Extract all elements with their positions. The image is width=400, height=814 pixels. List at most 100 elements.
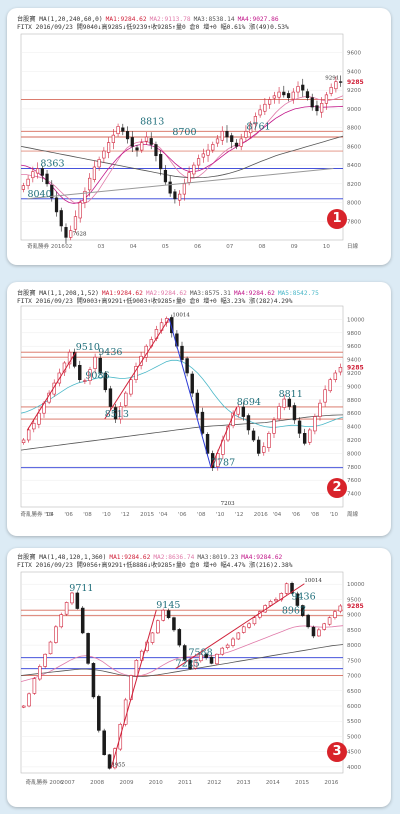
candle-body xyxy=(200,411,205,434)
candle-body xyxy=(272,419,276,434)
candle-body xyxy=(168,181,172,194)
price-annotation: 9086 xyxy=(85,371,109,382)
candle-body xyxy=(48,641,53,655)
x-tick-label: '04 xyxy=(159,512,168,518)
plot-frame xyxy=(20,571,344,774)
candle-body xyxy=(199,653,203,662)
candle-body xyxy=(241,406,246,417)
x-tick-label: '12 xyxy=(235,512,244,518)
candle-body xyxy=(286,93,291,98)
candle-body xyxy=(215,653,219,665)
y-tick-label: 8200 xyxy=(347,182,361,188)
candle-body xyxy=(234,142,239,147)
x-tick-label: '04 xyxy=(273,512,282,518)
chart-number-badge: 1 xyxy=(327,209,347,229)
candle-body xyxy=(182,183,186,195)
price-annotation: 7628 xyxy=(73,231,87,237)
candle-body xyxy=(21,185,25,190)
candle-body xyxy=(338,367,343,373)
price-annotation: 8694 xyxy=(237,397,261,408)
candle-body xyxy=(236,406,240,415)
x-tick-label: 04 xyxy=(130,244,137,250)
x-tick-label: 06 xyxy=(194,244,201,250)
x-tick-label: 03 xyxy=(98,244,105,250)
moving-average-line-ma2 xyxy=(21,95,344,204)
price-annotation: 3955 xyxy=(111,762,125,768)
candle-body xyxy=(121,127,125,132)
candle-body xyxy=(323,389,327,403)
price-annotation: 8811 xyxy=(279,389,303,400)
trend-line xyxy=(210,406,238,468)
candle-body xyxy=(296,86,300,93)
header-value: MA1:9284.62 xyxy=(101,290,143,297)
candle-body xyxy=(64,602,69,615)
candle-body xyxy=(72,351,77,367)
chart-number-badge: 2 xyxy=(327,478,347,498)
y-tick-label: 8500 xyxy=(347,628,361,634)
candle-body xyxy=(172,617,176,631)
candle-body xyxy=(310,97,314,108)
candle-body xyxy=(193,660,198,669)
candle-body xyxy=(308,429,312,443)
y-tick-label: 8800 xyxy=(347,398,361,404)
candle-body xyxy=(315,105,319,112)
header-value: 台股寶 MA(1,1,208,1,52) xyxy=(17,290,99,297)
candle-body xyxy=(111,134,115,143)
candle-body xyxy=(97,696,101,731)
candle-body xyxy=(73,216,78,230)
x-tick-label: 05 xyxy=(162,244,169,250)
candle-body xyxy=(284,583,289,594)
y-tick-label: 9200 xyxy=(347,371,361,377)
trend-line xyxy=(27,168,334,200)
candle-body xyxy=(251,430,256,441)
candle-body xyxy=(75,592,80,609)
candle-body xyxy=(178,193,182,201)
candle-body xyxy=(163,169,168,183)
candle-body xyxy=(287,398,292,407)
candle-body xyxy=(80,607,85,634)
candle-body xyxy=(244,131,248,138)
candle-body xyxy=(187,172,191,183)
price-annotation: 8040 xyxy=(27,189,51,200)
candle-body xyxy=(69,230,73,238)
header-value: 台股寶 MA(1,48,120,1,360) xyxy=(17,554,107,561)
moving-average-line-ma4 xyxy=(20,105,344,204)
y-tick-label: 8000 xyxy=(347,451,361,457)
price-annotation: 8761 xyxy=(246,121,270,132)
y-tick-label: 7800 xyxy=(347,219,361,225)
header-value: MA3:8575.31 xyxy=(189,290,231,297)
candle-body xyxy=(333,611,337,618)
chart-canvas: 7800 8000 8200 8400 8600 8800 9000 9200 9400 9600… xyxy=(20,33,364,250)
candle-body xyxy=(320,102,324,113)
candle-body xyxy=(188,660,192,669)
candle-body xyxy=(125,131,130,140)
x-tick-label: 奇亂勝券 '13 xyxy=(20,510,53,518)
trend-line xyxy=(110,610,157,769)
x-tick-label: 2010 xyxy=(149,780,163,786)
price-annotation: 7588 xyxy=(188,648,212,659)
x-tick-label: '08 xyxy=(197,512,206,518)
y-tick-label: 9600 xyxy=(347,344,361,350)
y-tick-label: 5500 xyxy=(347,719,361,725)
candle-body xyxy=(262,446,266,453)
candle-body xyxy=(59,614,64,628)
price-annotation: 9436 xyxy=(291,591,315,602)
candle-body xyxy=(35,168,40,174)
candle-body xyxy=(129,379,133,395)
y-tick-label: 6000 xyxy=(347,704,361,710)
candle-body xyxy=(124,392,128,406)
candle-body xyxy=(43,653,47,667)
candle-body xyxy=(21,439,26,443)
x-tick-label: 2009 xyxy=(119,780,133,786)
candle-body xyxy=(225,644,230,648)
candle-body xyxy=(170,317,174,334)
moving-average-line-ma3 xyxy=(20,644,344,677)
candle-body xyxy=(78,364,82,380)
last-price-label: 9285 xyxy=(347,79,364,86)
candle-body xyxy=(190,373,194,394)
x-tick-label: 08 xyxy=(259,244,266,250)
header-value: MA2:9284.62 xyxy=(145,290,187,297)
candle-body xyxy=(297,420,302,434)
x-tick-label: 10 xyxy=(323,244,330,250)
y-tick-label: 5000 xyxy=(347,734,361,740)
